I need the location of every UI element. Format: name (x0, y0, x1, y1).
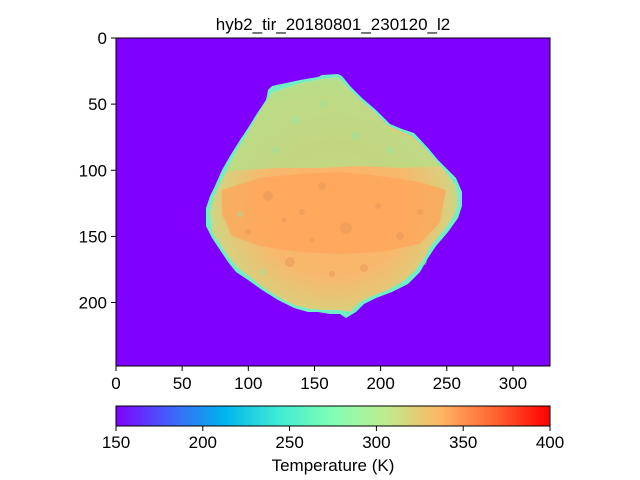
x-tick-label: 300 (499, 374, 527, 393)
y-tick-label: 0 (98, 29, 107, 48)
x-axis: 0 50 100 150 200 250 300 (111, 366, 527, 393)
y-axis: 0 50 100 150 200 (79, 29, 116, 313)
asteroid-north-cap (226, 79, 440, 172)
colorbar-tick-label: 150 (102, 433, 130, 452)
x-tick-label: 250 (433, 374, 461, 393)
x-tick-label: 200 (366, 374, 394, 393)
surface-boulders (245, 182, 423, 277)
colorbar-tick-label: 350 (449, 433, 477, 452)
surface-cool-patches (237, 100, 427, 275)
image-frame (115, 37, 551, 367)
colorbar-label: Temperature (K) (272, 456, 395, 475)
y-tick-label: 50 (88, 95, 107, 114)
thermal-image (116, 38, 550, 366)
x-tick-label: 50 (173, 374, 192, 393)
asteroid-hot-band (222, 172, 446, 254)
y-tick-label: 200 (79, 294, 107, 313)
colorbar-tick-label: 250 (275, 433, 303, 452)
x-tick-label: 150 (300, 374, 328, 393)
colorbar-tick-label: 300 (362, 433, 390, 452)
colorbar-tick-label: 200 (189, 433, 217, 452)
y-tick-label: 150 (79, 227, 107, 246)
y-tick-label: 100 (79, 161, 107, 180)
x-tick-label: 100 (234, 374, 262, 393)
colorbar-tick-label: 400 (536, 433, 564, 452)
colorbar-axis: 150 200 250 300 350 400 (102, 426, 564, 452)
figure-title: hyb2_tir_20180801_230120_l2 (216, 15, 450, 34)
x-tick-label: 0 (111, 374, 120, 393)
colorbar (115, 405, 551, 427)
